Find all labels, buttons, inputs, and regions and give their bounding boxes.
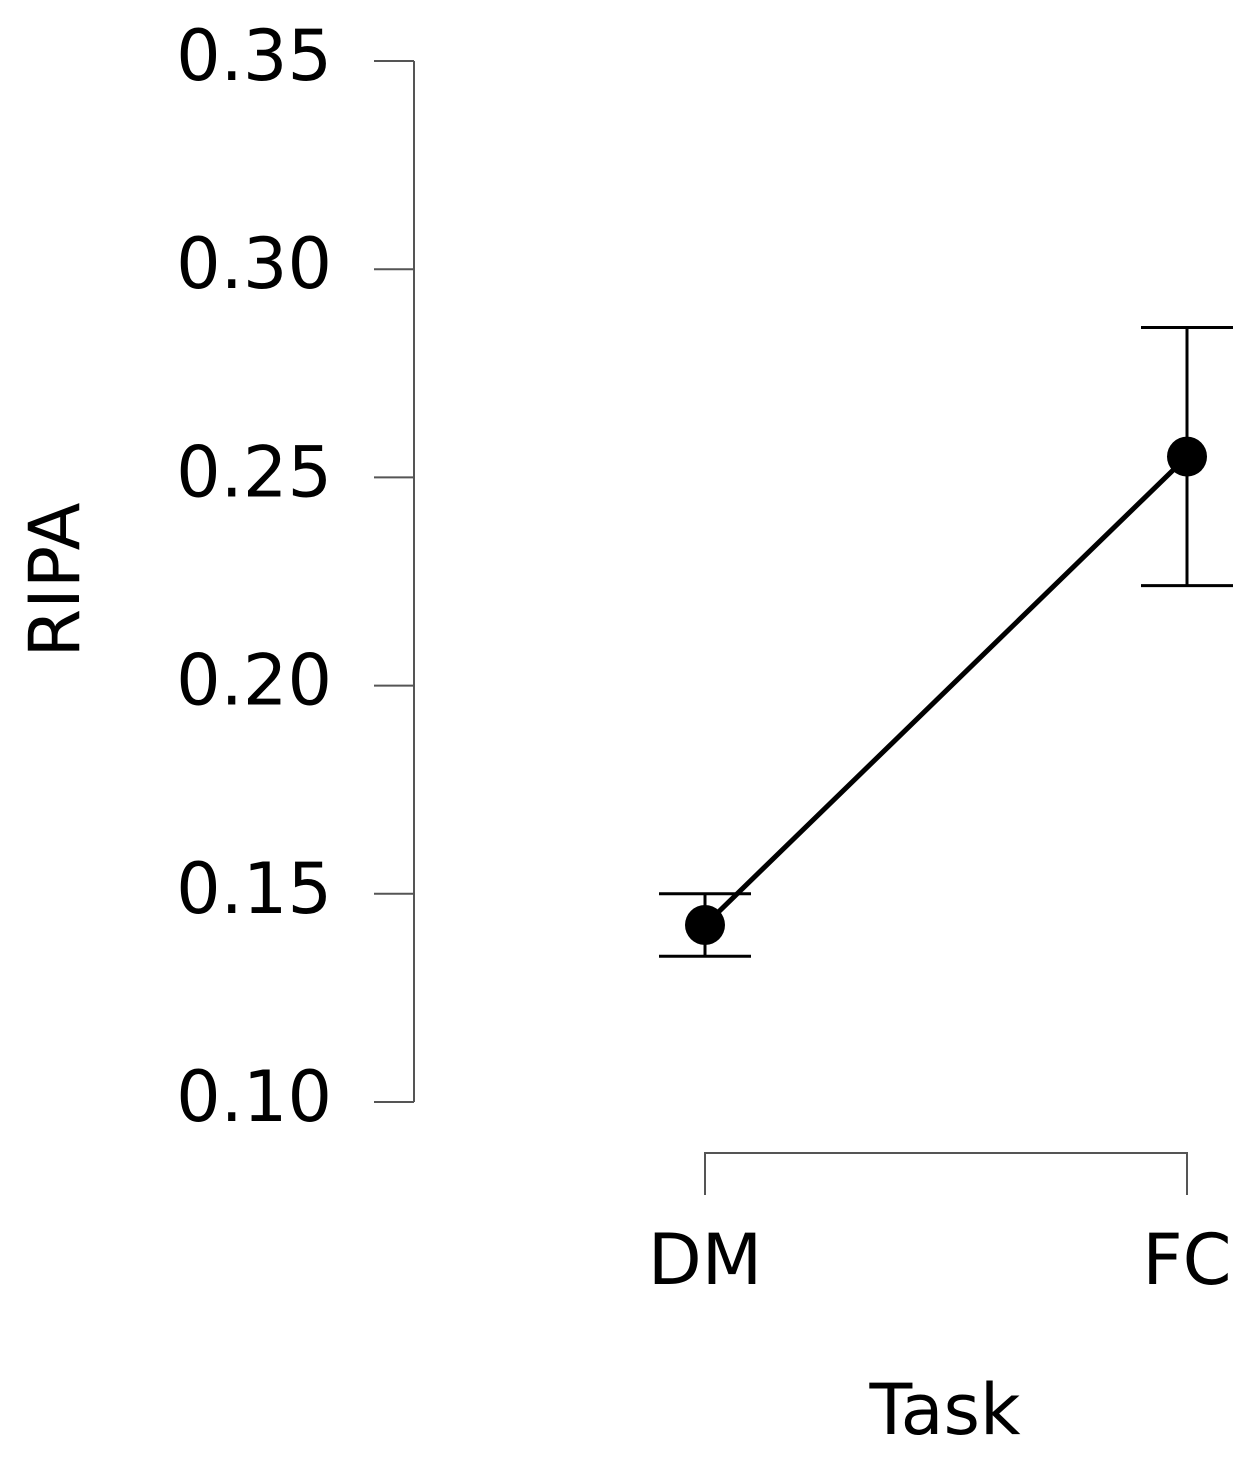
- line: [703, 454, 1189, 927]
- x-tick-label: DM: [648, 1219, 762, 1301]
- x-tick-label: FC: [1142, 1219, 1231, 1301]
- y-tick-label: 0.10: [176, 1056, 332, 1138]
- x-axis: [704, 1152, 1188, 1195]
- y-tick-label: 0.35: [176, 15, 332, 97]
- y-tick-label: 0.20: [176, 640, 332, 722]
- y-tick-label: 0.25: [176, 431, 332, 513]
- y-tick-label: 0.15: [176, 848, 332, 930]
- y-axis-label: RIPA: [14, 502, 96, 657]
- y-tick-label: 0.30: [176, 223, 332, 305]
- point: [1167, 436, 1207, 477]
- x-axis-label: Task: [868, 1369, 1021, 1451]
- point: [685, 905, 725, 946]
